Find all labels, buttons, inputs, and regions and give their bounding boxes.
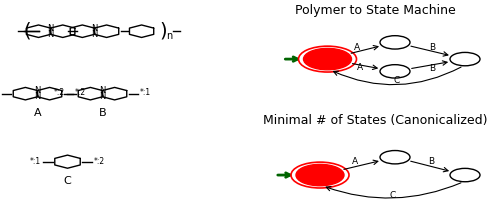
Text: *:2: *:2 <box>54 89 65 97</box>
Text: B: B <box>430 43 436 52</box>
Text: N: N <box>92 24 98 33</box>
Text: *:2: *:2 <box>75 89 86 97</box>
Text: Polymer to State Machine: Polymer to State Machine <box>294 4 456 17</box>
Text: N: N <box>34 92 40 101</box>
Text: N: N <box>48 24 54 33</box>
Text: B: B <box>428 157 434 166</box>
Text: N: N <box>100 86 105 95</box>
Text: *:1: *:1 <box>30 157 41 165</box>
Text: A: A <box>354 43 360 52</box>
Text: C: C <box>390 191 396 200</box>
Text: A: A <box>34 108 42 118</box>
Text: A: A <box>356 62 363 72</box>
Text: ): ) <box>160 22 167 41</box>
Text: C: C <box>393 76 400 85</box>
Text: n: n <box>166 31 173 41</box>
Text: N: N <box>34 86 40 95</box>
Text: C: C <box>64 176 72 186</box>
Text: N: N <box>92 30 98 39</box>
Text: *:1: *:1 <box>140 89 151 97</box>
Text: *:2: *:2 <box>94 157 105 165</box>
Circle shape <box>296 164 344 186</box>
Text: B: B <box>98 108 106 118</box>
Text: N: N <box>100 92 105 101</box>
Text: Minimal # of States (Canonicalized): Minimal # of States (Canonicalized) <box>263 114 487 127</box>
Text: (: ( <box>24 22 31 41</box>
Circle shape <box>304 48 352 70</box>
Text: B: B <box>430 64 436 73</box>
Text: N: N <box>48 30 54 39</box>
Text: A: A <box>352 157 358 166</box>
